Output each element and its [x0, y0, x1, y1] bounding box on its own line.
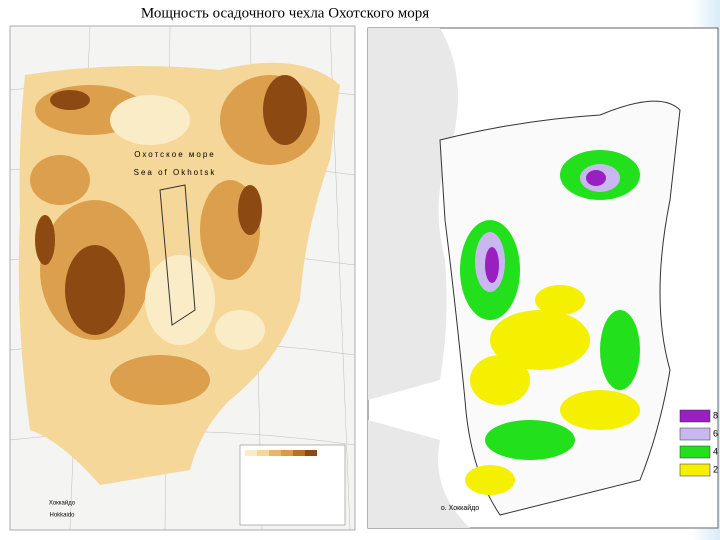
- sea-label-ru: Охотское море: [134, 150, 215, 159]
- legend-swatch: [679, 427, 711, 441]
- sea-label-en: Sea of Okhotsk: [134, 168, 217, 177]
- legend-label: 6: [713, 428, 718, 438]
- island-label: о. Хоккайдо: [441, 504, 479, 512]
- legend-label: 2: [713, 464, 718, 474]
- legend-swatch: [679, 409, 711, 423]
- left-map: Охотское море Sea of Okhotsk Хоккайдо Ho…: [9, 25, 356, 531]
- legend-label: 8: [713, 410, 718, 420]
- island-label-ru: Хоккайдо: [49, 500, 76, 507]
- slide-title: Мощность осадочного чехла Охотского моря: [141, 5, 429, 21]
- legend-swatch: [679, 463, 711, 477]
- legend-label: 4: [713, 446, 718, 456]
- legend-swatch: [679, 445, 711, 459]
- island-label-en: Hokkaido: [49, 513, 75, 519]
- right-map: о. Хоккайдо 8 6 4 2: [367, 27, 719, 529]
- legend: 8 6 4 2: [679, 409, 718, 477]
